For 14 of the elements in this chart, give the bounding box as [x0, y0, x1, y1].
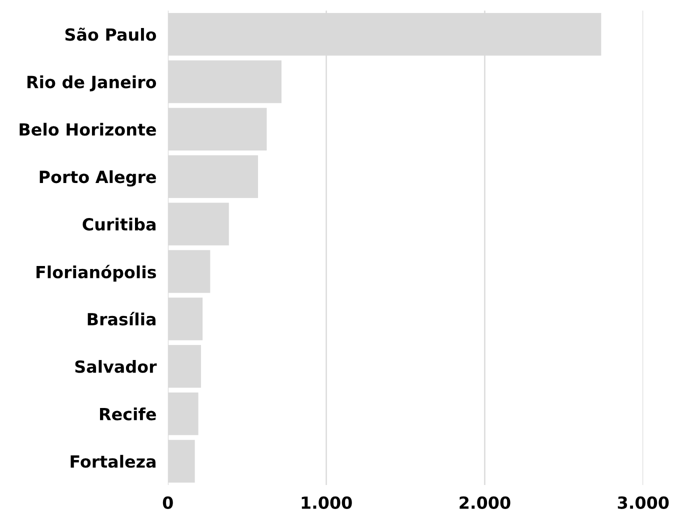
y-tick-label: Porto Alegre	[40, 170, 156, 187]
x-tick-label: 1.000	[302, 496, 352, 509]
y-tick-label: Rio de Janeiro	[27, 75, 156, 92]
y-tick-label: Florianópolis	[36, 264, 156, 282]
y-tick-label: Brasília	[88, 312, 156, 326]
y-tick-label: Salvador	[75, 360, 157, 373]
y-tick-label: Belo Horizonte	[20, 122, 156, 136]
x-tick-label: 3.000	[618, 496, 669, 509]
y-tick-label: Curitiba	[82, 218, 156, 231]
x-tick-label: 0	[162, 496, 173, 509]
y-tick-label: São Paulo	[65, 28, 156, 41]
y-tick-label: Recife	[100, 407, 156, 420]
y-tick-label: Fortaleza	[70, 454, 156, 468]
x-tick-label: 2.000	[460, 496, 510, 509]
